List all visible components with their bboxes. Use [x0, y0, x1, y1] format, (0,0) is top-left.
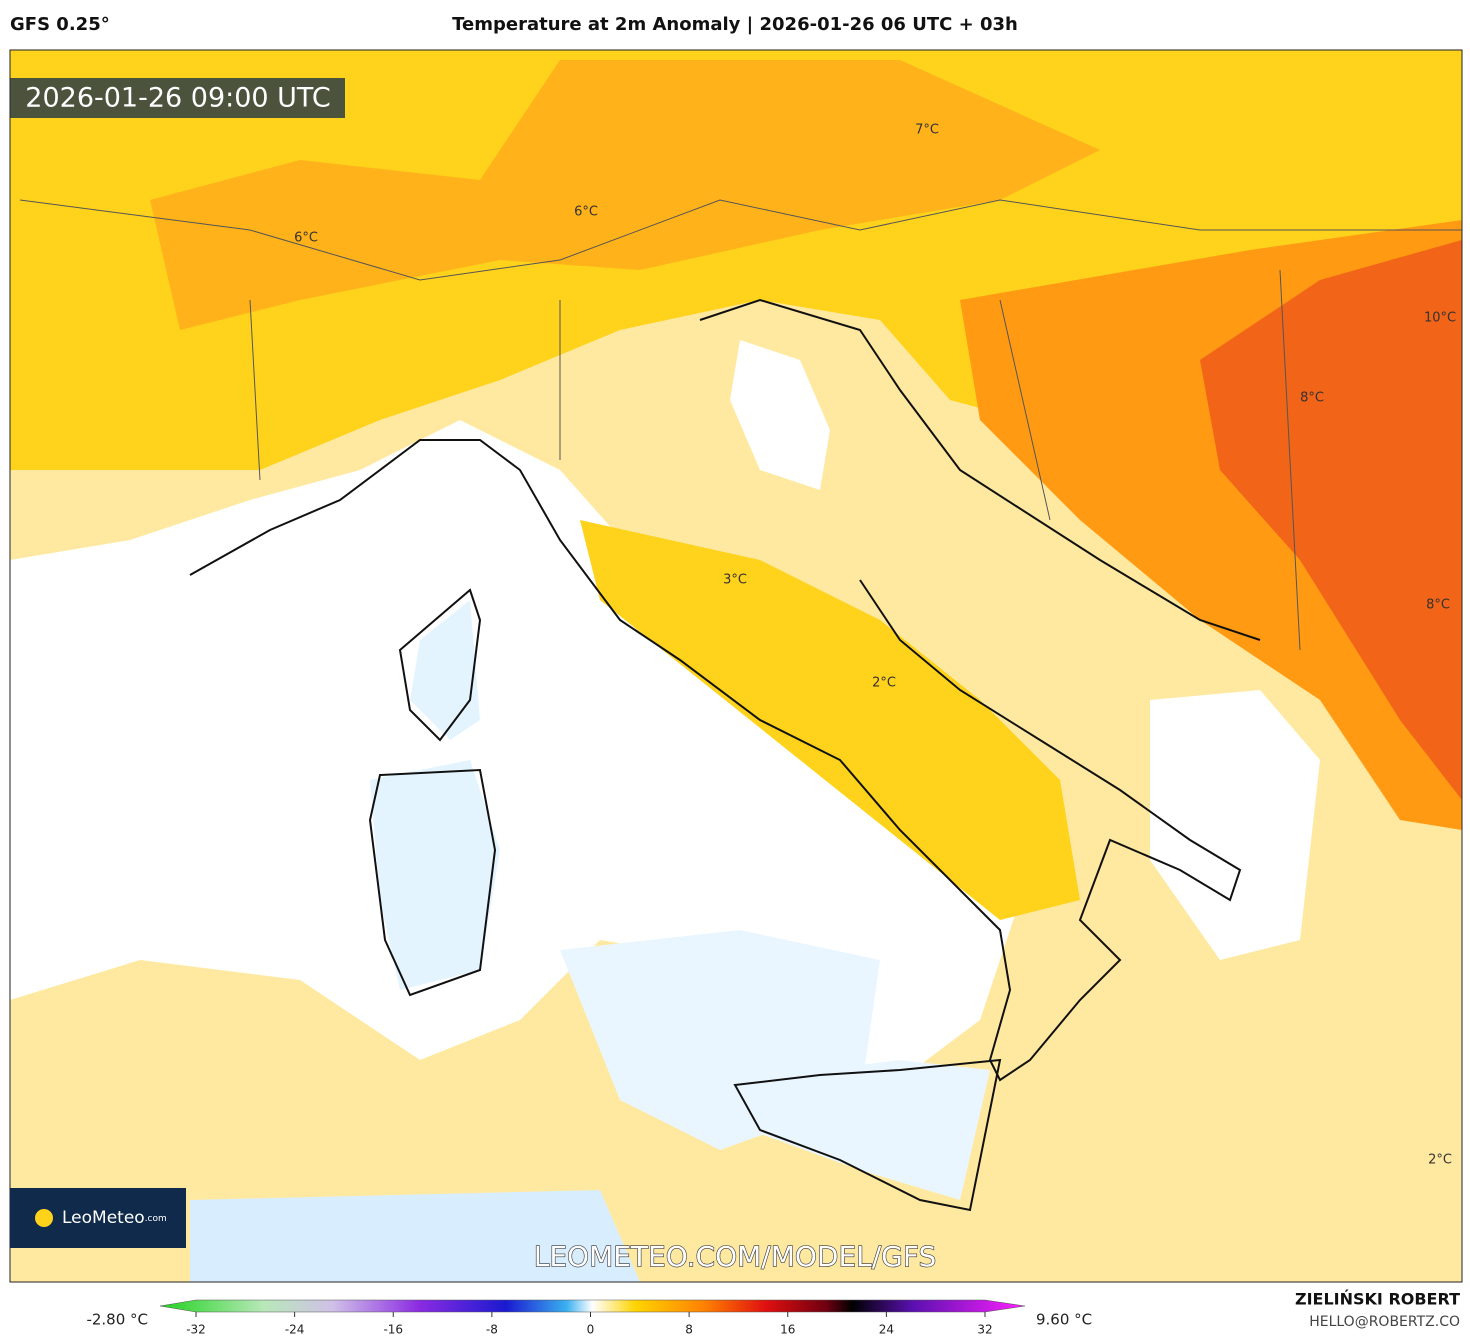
colorbar-tick-label: 16 — [780, 1323, 795, 1337]
colorbar-tick-label: -16 — [383, 1323, 403, 1337]
colorbar-tick-label: -24 — [285, 1323, 305, 1337]
colorbar-max: 9.60 °C — [1036, 1311, 1092, 1329]
contour-label: 2°C — [1428, 1153, 1452, 1168]
colorbar-tick-label: 24 — [879, 1323, 894, 1337]
island-coast — [368, 588, 1002, 1212]
contour-label: 8°C — [1300, 391, 1324, 406]
colorbar-min: -2.80 °C — [86, 1311, 148, 1329]
colorbar-tick-label: 8 — [685, 1323, 693, 1337]
map-frame — [9, 49, 1463, 1283]
sea-white — [10, 420, 1020, 1080]
borders — [19, 199, 1462, 651]
logo-suffix: .com — [145, 1214, 167, 1224]
colorbar-ticks: -32 -24 -16 -8 0 8 16 24 32 — [186, 1312, 993, 1337]
colorbar-tick-label: 32 — [977, 1323, 992, 1337]
watermark: LEOMETEO.COM/MODEL/GFS — [534, 1240, 937, 1273]
contour-label: 7°C — [915, 123, 939, 138]
contour-labels: 7°C 6°C 6°C 10°C 8°C 3°C 8°C 2°C 2°C — [294, 123, 1456, 1168]
map — [10, 50, 1462, 1282]
anomaly-red — [1200, 240, 1462, 800]
colorbar-tick-label: 0 — [587, 1323, 595, 1337]
contour-label: 2°C — [872, 676, 896, 691]
contour-label: 8°C — [1426, 598, 1450, 613]
sicily-blue — [740, 1060, 990, 1200]
land-yellow — [580, 520, 1080, 920]
timestamp: 2026-01-26 09:00 UTC — [25, 83, 330, 114]
colorbar-tick-label: -8 — [486, 1323, 498, 1337]
timestamp-box — [10, 78, 345, 118]
logo-brand-name: LeoMeteo — [62, 1208, 145, 1228]
anomaly-orange — [150, 60, 1100, 330]
sardinia-blue — [370, 760, 500, 990]
contour-label: 6°C — [574, 205, 598, 220]
adriatic-white — [1150, 690, 1320, 960]
contour-label: 3°C — [723, 573, 747, 588]
adriatic-white — [730, 340, 830, 490]
map-title: Temperature at 2m Anomaly | 2026-01-26 0… — [452, 14, 1018, 35]
logo-brand: LeoMeteo.com — [62, 1208, 167, 1228]
africa-blue — [190, 1190, 640, 1282]
credit-name: ZIELIŃSKI ROBERT — [1295, 1290, 1460, 1309]
contour-label: 6°C — [294, 231, 318, 246]
colorbar-tick-label: -32 — [186, 1323, 206, 1337]
credit-email: HELLO@ROBERTZ.CO — [1309, 1314, 1460, 1330]
logo-sun — [35, 1209, 53, 1227]
contour-label: 10°C — [1424, 311, 1456, 326]
model-label: GFS 0.25° — [10, 14, 110, 35]
colorbar — [159, 1299, 1026, 1313]
corsica-blue — [410, 600, 480, 740]
